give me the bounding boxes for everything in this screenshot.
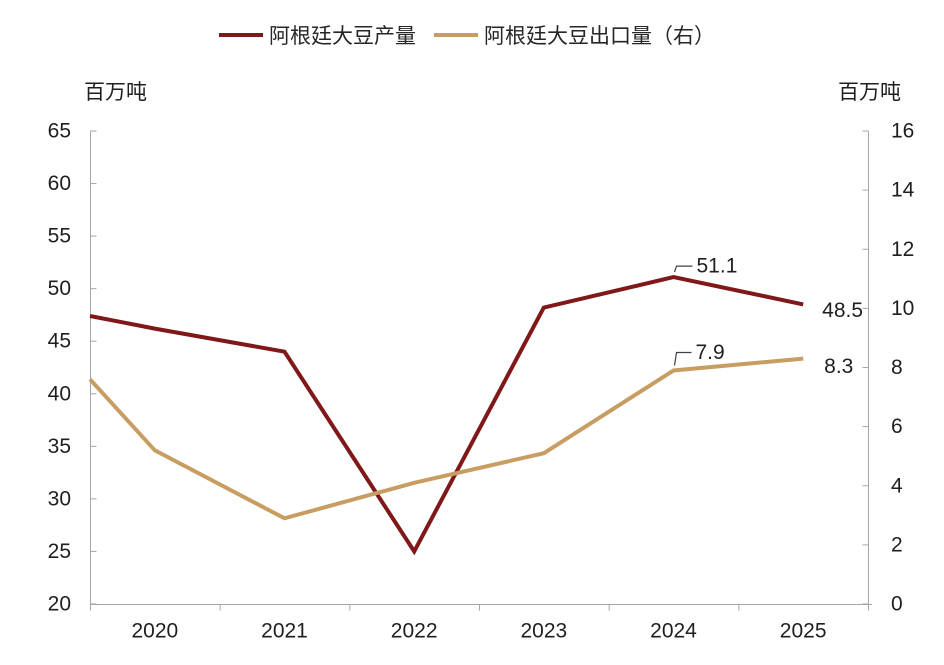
legend-label-exports: 阿根廷大豆出口量（右） [484,25,715,48]
legend-item-exports: 阿根廷大豆出口量（右） [434,20,715,50]
production-line [89,275,804,556]
data-label-leader-line [673,265,693,273]
x-axis-category-label: 2022 [391,620,438,643]
left-axis-tick-label: 25 [48,540,71,563]
right-axis-tick-label: 16 [891,120,914,143]
legend-swatch-production-line [219,33,263,37]
left-axis-tick-label: 35 [48,435,71,458]
legend: 阿根廷大豆产量 阿根廷大豆出口量（右） [219,20,715,50]
right-axis-tick-label: 2 [891,533,903,556]
left-axis-tick-label: 30 [48,487,71,510]
x-axis-category-label: 2021 [261,620,308,643]
right-axis-tick-label: 8 [891,356,903,379]
data-label-leader-line [673,351,692,366]
left-axis-tick-label: 20 [48,593,71,616]
legend-label-production: 阿根廷大豆产量 [269,25,416,48]
right-axis-tick-label: 10 [891,297,914,320]
data-label: 7.9 [696,341,725,364]
legend-swatch-exports-line [434,33,478,37]
left-axis-tick-label: 40 [48,382,71,405]
x-axis-category-label: 2023 [520,620,567,643]
data-label: 48.5 [822,299,863,322]
left-axis-tick-label: 55 [48,225,71,248]
left-axis-tick-label: 60 [48,172,71,195]
exports-line [88,356,804,521]
right-axis-tick-label: 14 [891,179,915,202]
x-axis-category-label: 2025 [780,620,827,643]
right-axis-tick-label: 6 [891,415,903,438]
right-axis-unit-label: 百万吨 [838,81,901,104]
x-axis-category-label: 2024 [650,620,697,643]
right-axis-tick-label: 0 [891,593,903,616]
left-axis-unit-label: 百万吨 [84,81,147,104]
right-axis-tick-label: 12 [891,238,914,261]
left-axis-tick-label: 65 [48,120,71,143]
data-label: 51.1 [697,255,738,278]
left-axis-tick-label: 45 [48,330,71,353]
legend-item-production: 阿根廷大豆产量 [219,20,416,50]
x-axis-category-label: 2020 [131,620,178,643]
right-axis-tick-label: 4 [891,474,903,497]
left-axis-tick-label: 50 [48,277,71,300]
data-label: 8.3 [824,355,853,378]
